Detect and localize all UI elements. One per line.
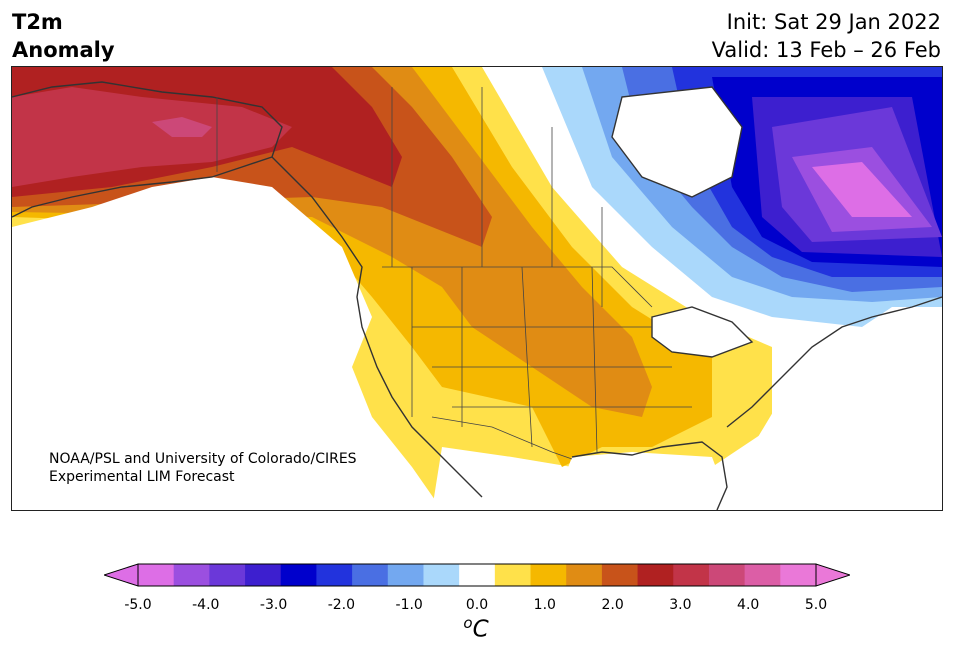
colorbar-unit: oC [463,614,488,643]
pacific-ocean [12,177,442,510]
gulf-coast [571,441,728,510]
colorbar-swatch [780,564,817,586]
warm-4c-band [152,117,212,137]
map-title: T2m Anomaly [12,8,115,64]
gulf-of-mexico [552,452,732,510]
colorbar-tick-label: 1.0 [533,597,556,613]
great-lakes-coast [651,306,754,358]
colorbar-tick-label: -5.0 [124,597,152,613]
warm-3p5c-band [12,87,292,187]
colorbar-swatch [530,564,567,586]
cold-4p5c-band [812,162,912,217]
colorbar-swatch [708,564,746,586]
credit-line-1: NOAA/PSL and University of Colorado/CIRE… [49,451,357,467]
colorbar-swatch [459,564,496,586]
colorbar-swatch [566,564,603,586]
ocean-mask [12,87,942,510]
colorbar-ticks: -5.0 -4.0 -3.0 -2.0 -1.0 0.0 1.0 2.0 3.0 4.0 5.0 [0,597,953,617]
title-line-2: Anomaly [12,38,115,62]
init-date: Init: Sat 29 Jan 2022 [726,10,941,34]
colorbar [104,563,850,587]
colorbar-tick-label: 3.0 [669,597,692,613]
coastlines [12,81,942,510]
colorbar-under-triangle [104,563,139,587]
west-coast [271,156,483,498]
colorbar-over-triangle [815,563,850,587]
colorbar-swatch [316,564,353,586]
valid-dates: Valid: 13 Feb – 26 Feb [711,38,941,62]
colorbar-tick-label: -4.0 [192,597,220,613]
colorbar-tick-label: 5.0 [804,597,828,613]
unit-symbol: C [472,616,489,643]
colorbar-tick-label: 4.0 [737,597,760,613]
great-lakes [652,307,752,357]
map-panel [11,66,943,511]
colorbar-swatch [494,564,532,586]
colorbar-swatch [280,564,317,586]
unit-prefix: o [463,614,473,632]
colorbar-tick-label: -2.0 [327,597,356,613]
colorbar-swatch [601,564,639,586]
state-lines [411,266,692,453]
colorbar-tick-label: -1.0 [395,597,423,613]
borders [216,87,692,460]
colorbar-swatch [138,564,175,586]
colorbar-tick-label: 0.0 [465,597,489,613]
forecast-dates: Init: Sat 29 Jan 2022 Valid: 13 Feb – 26… [712,8,941,64]
colorbar-tick-label: 2.0 [601,597,624,613]
colorbar-swatch [245,564,282,586]
colorbar-swatch [673,564,710,586]
east-coast [726,296,942,428]
atlantic-ocean [732,327,942,510]
colorbar-swatch [387,564,424,586]
colorbar-swatch [637,564,674,586]
colorbar-swatch [423,564,460,586]
colorbar-swatch [209,564,246,586]
credit-text: NOAA/PSL and University of Colorado/CIRE… [49,450,357,486]
hudson-bay-coast [611,86,743,198]
canada-us-border [382,266,653,308]
province-lines [391,87,603,307]
credit-line-2: Experimental LIM Forecast [49,469,235,485]
colorbar-swatch [352,564,389,586]
anomaly-map [12,67,942,510]
colorbar-swatch [173,564,210,586]
colorbar-swatch [744,564,781,586]
colorbar-tick-label: -3.0 [259,597,288,613]
hudson-bay [612,87,742,197]
title-line-1: T2m [12,10,63,34]
